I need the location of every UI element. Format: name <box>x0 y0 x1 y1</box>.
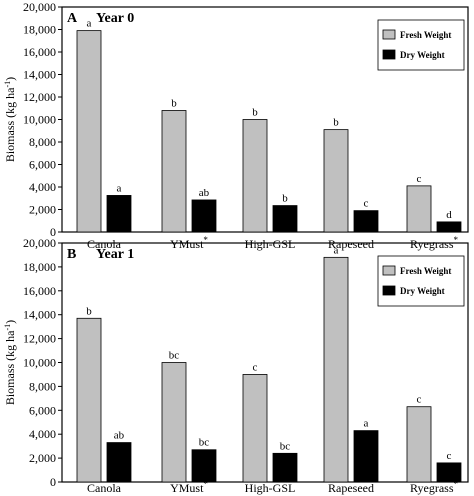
y-tick-label: 8,000 <box>29 379 56 393</box>
significance-label: a <box>334 244 339 256</box>
fresh-weight-bar <box>323 129 349 233</box>
y-tick-label: 18,000 <box>23 260 56 274</box>
significance-label: c <box>447 450 452 462</box>
significance-label: ab <box>199 187 210 199</box>
legend-box <box>377 255 465 307</box>
legend-box <box>377 19 465 71</box>
fresh-weight-bar <box>76 317 102 483</box>
legend-label: Fresh Weight <box>400 266 451 276</box>
legend: Fresh Weight Dry Weight <box>377 255 465 307</box>
y-tick-label: 4,000 <box>29 427 56 441</box>
fresh-weight-bar <box>76 30 102 233</box>
panel-letter: A <box>67 11 78 26</box>
significance-label: b <box>333 117 339 129</box>
y-tick-label: 20,000 <box>23 0 56 14</box>
dry-weight-bar <box>106 442 132 483</box>
dry-weight-bar <box>436 462 462 483</box>
significance-label: a <box>87 18 92 30</box>
y-tick-label: 14,000 <box>23 68 56 82</box>
category-label: YMust* <box>170 479 208 495</box>
significance-label: ab <box>114 430 125 442</box>
y-tick-label: 12,000 <box>23 332 56 346</box>
legend-swatch-dry <box>382 285 396 296</box>
y-tick-label: 6,000 <box>29 158 56 172</box>
category-label: Canola <box>87 481 122 495</box>
y-tick-label: 10,000 <box>23 113 56 127</box>
legend-label: Dry Weight <box>400 286 445 296</box>
y-tick-label: 14,000 <box>23 308 56 322</box>
legend-swatch-dry <box>382 49 396 60</box>
significance-label: c <box>364 198 369 210</box>
dry-weight-bar <box>272 205 298 233</box>
y-axis-label: Biomass (kg ha-1) <box>3 77 17 162</box>
significance-label: a <box>117 182 122 194</box>
y-tick-label: 0 <box>50 475 56 489</box>
fresh-weight-bar <box>406 185 432 233</box>
y-axis-label: Biomass (kg ha-1) <box>3 320 17 405</box>
significance-label: b <box>252 107 258 119</box>
y-tick-label: 8,000 <box>29 135 56 149</box>
y-tick-label: 16,000 <box>23 284 56 298</box>
significance-label: bc <box>169 350 180 362</box>
legend-swatch-fresh <box>382 29 396 40</box>
y-tick-label: 2,000 <box>29 451 56 465</box>
significance-label: d <box>446 209 452 221</box>
dry-weight-bar <box>353 430 379 483</box>
category-label: Ryegrass* <box>410 479 459 495</box>
fresh-weight-bar <box>161 362 187 483</box>
category-label: High-GSL <box>245 481 296 495</box>
category-label: Rapeseed <box>328 237 374 251</box>
y-tick-label: 16,000 <box>23 45 56 59</box>
significance-label: a <box>364 418 369 430</box>
legend-label: Dry Weight <box>400 50 445 60</box>
dry-weight-bar <box>272 452 298 483</box>
legend: Fresh Weight Dry Weight <box>377 19 465 71</box>
significance-label: c <box>417 173 422 185</box>
dry-weight-bar <box>436 221 462 233</box>
panel-title: Year 1 <box>96 247 134 262</box>
significance-label: c <box>253 361 258 373</box>
fresh-weight-bar <box>323 256 349 483</box>
panel-letter: B <box>67 247 76 262</box>
dry-weight-bar <box>191 199 217 233</box>
significance-label: bc <box>199 437 210 449</box>
fresh-weight-bar <box>161 110 187 233</box>
category-label: YMust* <box>170 235 208 251</box>
panel-title: Year 0 <box>96 11 134 26</box>
y-tick-label: 10,000 <box>23 356 56 370</box>
y-tick-label: 12,000 <box>23 90 56 104</box>
significance-label: b <box>282 193 288 205</box>
significance-label: b <box>171 98 177 110</box>
dry-weight-bar <box>353 210 379 233</box>
category-label: Ryegrass* <box>410 235 459 251</box>
fresh-weight-bar <box>406 406 432 483</box>
dry-weight-bar <box>106 195 132 233</box>
legend-swatch-fresh <box>382 265 396 276</box>
dry-weight-bar <box>191 449 217 483</box>
y-tick-label: 0 <box>50 225 56 239</box>
y-tick-label: 2,000 <box>29 203 56 217</box>
chart-panel-a: 0 2,000 4,000 6,000 8,000 10,000 12,000 14,000 1… <box>3 0 469 251</box>
significance-label: b <box>86 305 92 317</box>
y-tick-label: 4,000 <box>29 180 56 194</box>
chart-panel-b: 0 2,000 4,000 6,000 8,000 10,000 12,000 14,000 1… <box>3 236 469 495</box>
y-tick-label: 6,000 <box>29 403 56 417</box>
category-label: High-GSL <box>245 237 296 251</box>
category-label: Canola <box>87 237 122 251</box>
y-tick-label: 20,000 <box>23 236 56 250</box>
significance-label: bc <box>280 440 291 452</box>
fresh-weight-bar <box>242 119 268 233</box>
y-tick-label: 18,000 <box>23 23 56 37</box>
category-label: Rapeseed <box>328 481 374 495</box>
significance-label: c <box>417 394 422 406</box>
legend-label: Fresh Weight <box>400 30 451 40</box>
fresh-weight-bar <box>242 374 268 483</box>
